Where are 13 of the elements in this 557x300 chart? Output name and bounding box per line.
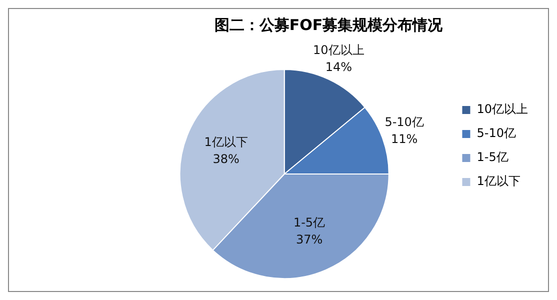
slice-label: 1亿以下 [204, 135, 248, 150]
data-label: 14% [325, 60, 352, 74]
legend-label: 10亿以上 [476, 102, 528, 116]
data-label: 37% [296, 232, 323, 247]
legend-label: 1亿以下 [476, 174, 520, 188]
data-label: 11% [390, 132, 418, 146]
slice-label: 10亿以上 [313, 42, 364, 57]
slice-label: 5-10亿 [384, 114, 424, 129]
legend-label: 5-10亿 [476, 126, 516, 140]
data-label: 38% [212, 152, 240, 166]
chart-title: 图二：公募FOF募集规模分布情况 [214, 16, 444, 34]
slice-label: 1-5亿 [293, 216, 326, 230]
legend-label: 1-5亿 [476, 150, 508, 164]
